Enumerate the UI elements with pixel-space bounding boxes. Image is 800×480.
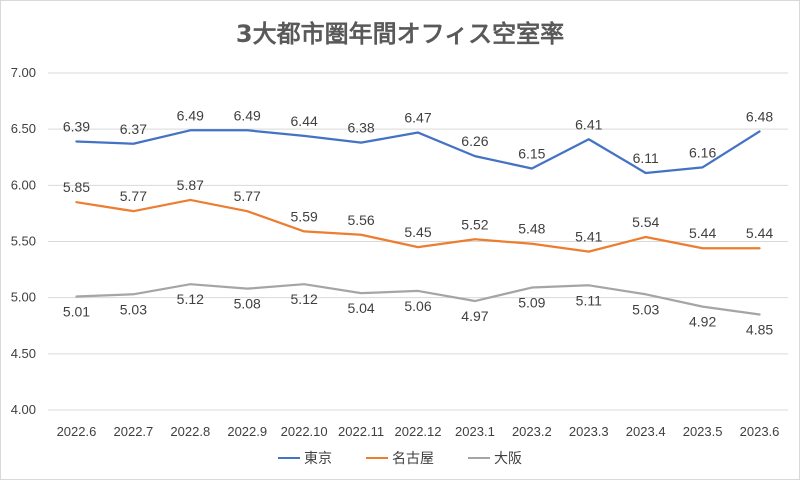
data-label: 6.41 bbox=[575, 116, 602, 132]
data-label: 5.03 bbox=[632, 301, 659, 317]
data-label: 5.54 bbox=[632, 214, 659, 230]
y-tick-label: 4.50 bbox=[11, 346, 36, 361]
data-label: 5.45 bbox=[404, 224, 431, 240]
data-label: 6.37 bbox=[120, 121, 147, 137]
legend-item-nagoya: 名古屋 bbox=[366, 448, 434, 468]
data-label: 5.52 bbox=[461, 216, 488, 232]
data-label: 4.85 bbox=[746, 322, 773, 338]
data-label: 5.44 bbox=[746, 225, 773, 241]
data-label: 6.44 bbox=[291, 113, 318, 129]
x-tick-label: 2022.7 bbox=[114, 424, 154, 439]
legend-label-tokyo: 東京 bbox=[304, 451, 332, 467]
y-tick-label: 7.00 bbox=[11, 65, 36, 80]
x-tick-label: 2023.1 bbox=[455, 424, 495, 439]
y-tick-label: 6.00 bbox=[11, 177, 36, 192]
data-label: 5.04 bbox=[347, 300, 374, 316]
data-label: 4.97 bbox=[461, 308, 488, 324]
x-tick-label: 2022.11 bbox=[338, 424, 384, 439]
legend-item-tokyo: 東京 bbox=[278, 448, 332, 468]
legend-label-nagoya: 名古屋 bbox=[392, 451, 434, 467]
data-label: 5.01 bbox=[63, 304, 90, 320]
y-tick-label: 5.00 bbox=[11, 290, 36, 305]
data-label: 5.77 bbox=[120, 188, 147, 204]
data-label: 5.44 bbox=[689, 225, 716, 241]
data-label: 6.48 bbox=[746, 108, 773, 124]
data-label: 5.59 bbox=[291, 208, 318, 224]
y-tick-label: 5.50 bbox=[11, 234, 36, 249]
data-label: 6.49 bbox=[177, 107, 204, 123]
data-label: 5.08 bbox=[234, 296, 261, 312]
data-label: 6.47 bbox=[404, 110, 431, 126]
data-label: 6.11 bbox=[633, 150, 659, 166]
data-label: 6.15 bbox=[518, 145, 545, 161]
legend-swatch-nagoya bbox=[366, 456, 388, 460]
x-tick-label: 2023.5 bbox=[683, 424, 723, 439]
data-label: 5.09 bbox=[518, 295, 545, 311]
data-label: 4.92 bbox=[689, 314, 716, 330]
legend-swatch-tokyo bbox=[278, 456, 300, 460]
data-label: 6.38 bbox=[347, 120, 374, 136]
legend: 東京 名古屋 大阪 bbox=[0, 448, 800, 468]
data-label: 5.85 bbox=[63, 179, 90, 195]
legend-swatch-osaka bbox=[468, 456, 490, 460]
x-tick-label: 2022.10 bbox=[281, 424, 328, 439]
data-label: 5.41 bbox=[575, 229, 602, 245]
data-label: 5.12 bbox=[291, 291, 318, 307]
chart-title: 3大都市圏年間オフィス空室率 bbox=[235, 20, 565, 48]
x-tick-label: 2023.4 bbox=[626, 424, 666, 439]
data-label: 5.77 bbox=[234, 188, 261, 204]
data-label: 6.26 bbox=[461, 133, 488, 149]
x-tick-label: 2023.2 bbox=[512, 424, 552, 439]
y-tick-label: 4.00 bbox=[11, 402, 36, 417]
legend-item-osaka: 大阪 bbox=[468, 448, 522, 468]
x-tick-label: 2023.6 bbox=[740, 424, 780, 439]
data-label: 6.49 bbox=[234, 107, 261, 123]
x-tick-label: 2022.9 bbox=[227, 424, 267, 439]
data-label: 5.11 bbox=[576, 292, 602, 308]
x-tick-label: 2022.12 bbox=[395, 424, 442, 439]
x-tick-label: 2023.3 bbox=[569, 424, 609, 439]
data-label: 5.06 bbox=[404, 298, 431, 314]
data-label: 6.39 bbox=[63, 119, 90, 135]
y-tick-label: 6.50 bbox=[11, 121, 36, 136]
x-tick-label: 2022.6 bbox=[57, 424, 97, 439]
data-label: 5.56 bbox=[347, 212, 374, 228]
legend-label-osaka: 大阪 bbox=[494, 451, 522, 467]
data-label: 6.16 bbox=[689, 144, 716, 160]
data-label: 5.48 bbox=[518, 221, 545, 237]
data-label: 5.12 bbox=[177, 291, 204, 307]
data-label: 5.03 bbox=[120, 301, 147, 317]
x-tick-label: 2022.8 bbox=[170, 424, 210, 439]
data-label: 5.87 bbox=[177, 177, 204, 193]
